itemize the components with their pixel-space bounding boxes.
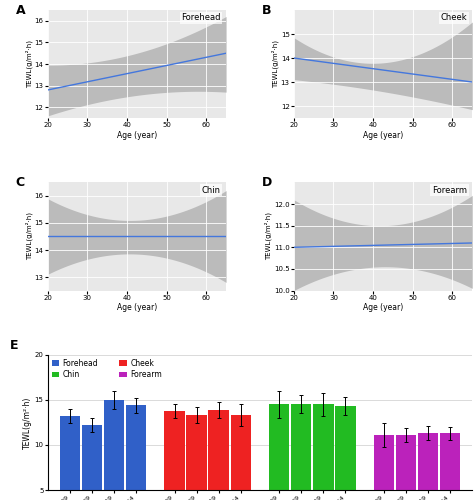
Bar: [439, 434, 459, 500]
Y-axis label: TEWL(g/m²·h): TEWL(g/m²·h): [271, 40, 279, 88]
Bar: [313, 404, 333, 500]
Text: D: D: [261, 176, 271, 189]
Bar: [335, 406, 355, 500]
Legend: Cheek, Forearm: Cheek, Forearm: [119, 358, 161, 379]
Text: A: A: [16, 4, 25, 16]
Text: E: E: [10, 339, 18, 352]
Bar: [373, 435, 393, 500]
Text: Chin: Chin: [201, 186, 220, 194]
X-axis label: Age (year): Age (year): [362, 131, 402, 140]
Bar: [395, 435, 416, 500]
Bar: [164, 411, 184, 500]
Bar: [230, 416, 250, 500]
Bar: [60, 416, 80, 500]
X-axis label: Age (year): Age (year): [117, 304, 157, 312]
Y-axis label: TEWL(g/m²·h): TEWL(g/m²·h): [26, 212, 33, 260]
Text: C: C: [16, 176, 25, 189]
Bar: [417, 434, 437, 500]
Bar: [208, 410, 228, 500]
Y-axis label: TEWL(g/m²·h): TEWL(g/m²·h): [265, 212, 272, 260]
Text: Forearm: Forearm: [431, 186, 466, 194]
Y-axis label: TEWL(g/m²·h): TEWL(g/m²·h): [26, 40, 33, 88]
Bar: [81, 425, 102, 500]
Text: Cheek: Cheek: [439, 13, 466, 22]
Bar: [103, 400, 124, 500]
Bar: [290, 404, 311, 500]
X-axis label: Age (year): Age (year): [362, 304, 402, 312]
Y-axis label: TEWL(g/m²·h): TEWL(g/m²·h): [23, 396, 32, 448]
Text: B: B: [261, 4, 271, 16]
Bar: [186, 416, 206, 500]
X-axis label: Age (year): Age (year): [117, 131, 157, 140]
Bar: [268, 404, 289, 500]
Bar: [126, 406, 146, 500]
Text: Forehead: Forehead: [181, 13, 220, 22]
